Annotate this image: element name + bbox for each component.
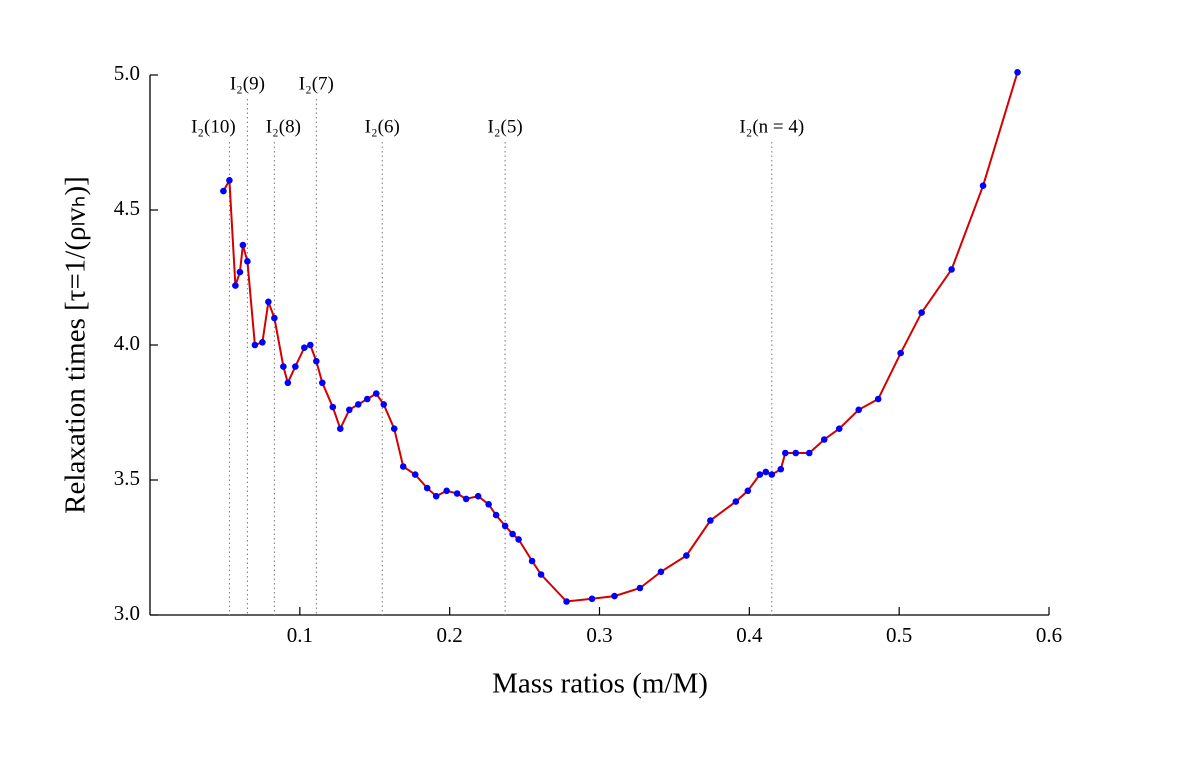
annotation-label: I₂(7) [299, 73, 334, 94]
data-point [244, 258, 251, 265]
data-point [762, 468, 770, 476]
data-point [280, 363, 287, 370]
data-point [226, 177, 233, 184]
x-tick-label: 0.3 [586, 623, 612, 647]
data-point [805, 449, 813, 457]
data-point [390, 425, 398, 433]
data-point [485, 501, 492, 508]
data-point [756, 471, 764, 478]
data-point [537, 571, 545, 578]
data-point [411, 471, 419, 478]
annotation-label: I₂(9) [230, 73, 265, 94]
data-point [307, 341, 314, 349]
data-point [259, 339, 266, 346]
data-point [707, 517, 714, 524]
data-point [948, 266, 955, 273]
x-tick-label: 0.4 [736, 623, 763, 647]
data-point [732, 498, 740, 505]
data-point [345, 406, 353, 414]
y-tick-label: 4.5 [114, 196, 140, 220]
data-point [683, 552, 690, 559]
data-point [380, 401, 388, 408]
data-point [474, 492, 482, 500]
data-point [271, 314, 278, 322]
data-point [874, 395, 882, 403]
data-point [284, 379, 292, 387]
data-point [636, 584, 644, 592]
annotation-label: I₂(n = 4) [739, 116, 804, 137]
data-point [492, 511, 500, 519]
data-point [399, 463, 407, 470]
data-point [835, 425, 843, 433]
x-axis-label: Mass ratios (m/M) [492, 668, 708, 700]
x-tick-label: 0.1 [287, 623, 313, 647]
x-tick-label: 0.5 [886, 623, 912, 647]
data-point [528, 557, 536, 565]
data-point [462, 495, 470, 503]
data-point [453, 490, 461, 497]
data-point [781, 449, 789, 457]
data-point [372, 390, 380, 397]
annotation-label: I₂(6) [365, 116, 400, 137]
data-point [265, 298, 272, 306]
data-line [222, 72, 1019, 603]
data-point [918, 309, 925, 316]
data-point [292, 363, 299, 370]
data-point [443, 487, 450, 495]
x-tick-label: 0.2 [437, 623, 463, 647]
data-point [820, 436, 828, 443]
annotation-label: I₂(10) [191, 116, 236, 137]
data-point [232, 282, 239, 289]
data-point [588, 595, 596, 603]
data-point [313, 357, 320, 365]
data-point [239, 241, 247, 249]
x-tick-label: 0.6 [1036, 623, 1062, 647]
data-point [363, 395, 371, 403]
data-point [354, 401, 362, 408]
data-point [329, 403, 337, 411]
data-point [501, 522, 509, 530]
data-point [611, 592, 618, 600]
data-point [777, 465, 785, 473]
data-point [979, 182, 987, 189]
data-point [855, 406, 863, 414]
data-point [220, 187, 227, 195]
y-tick-label: 3.0 [114, 601, 140, 625]
y-tick-label: 3.5 [114, 466, 140, 490]
data-point [301, 344, 308, 352]
data-point [251, 341, 259, 349]
annotation-label: I₂(8) [266, 116, 301, 137]
data-point [515, 536, 522, 543]
y-tick-label: 5.0 [114, 61, 140, 85]
data-point [792, 449, 800, 457]
data-point [768, 471, 776, 478]
data-point [563, 598, 570, 605]
data-point [657, 568, 665, 576]
data-point [432, 492, 440, 500]
data-point [897, 349, 904, 357]
data-point [319, 379, 326, 387]
data-point [509, 530, 516, 538]
annotation-label: I₂(5) [488, 116, 523, 137]
y-axis-label: Relaxation times [τ=1/(ρₗvₕ)] [60, 176, 92, 514]
data-point [236, 268, 244, 276]
data-point [1014, 69, 1021, 76]
y-tick-label: 4.0 [114, 331, 140, 355]
data-point [744, 487, 752, 495]
data-point [336, 425, 344, 433]
data-point [423, 484, 431, 492]
